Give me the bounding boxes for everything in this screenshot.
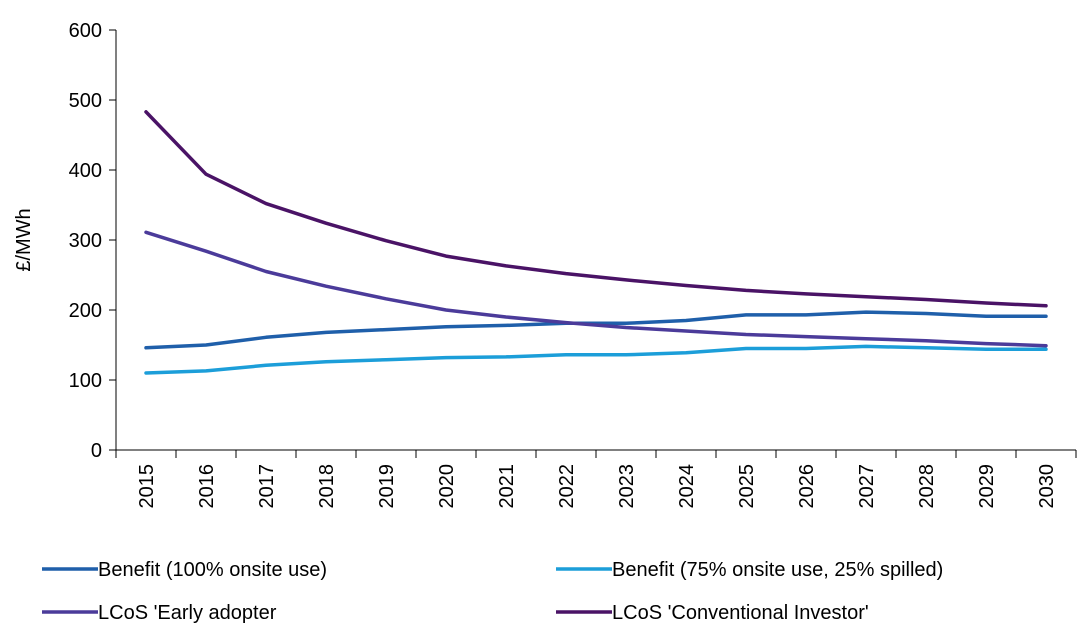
x-tick-label: 2018 bbox=[316, 464, 338, 509]
series-line-4 bbox=[144, 110, 1048, 308]
x-tick-label: 2027 bbox=[856, 464, 878, 509]
y-tick-label: 500 bbox=[69, 90, 102, 112]
legend-label: LCoS 'Conventional Investor' bbox=[612, 602, 869, 624]
legend-item-1: Benefit (100% onsite use) bbox=[42, 559, 327, 581]
y-tick-label: 200 bbox=[69, 300, 102, 322]
legend: Benefit (100% onsite use) Benefit (75% on… bbox=[42, 559, 943, 624]
x-tick-label: 2025 bbox=[736, 464, 758, 509]
x-tick-label: 2030 bbox=[1036, 464, 1058, 509]
legend-label: Benefit (100% onsite use) bbox=[98, 559, 327, 581]
legend-item-4: LCoS 'Conventional Investor' bbox=[556, 602, 869, 624]
legend-label: Benefit (75% onsite use, 25% spilled) bbox=[612, 559, 943, 581]
y-axis-title: £/MWh bbox=[13, 208, 35, 271]
x-tick-label: 2024 bbox=[676, 464, 698, 509]
x-tick-label: 2026 bbox=[796, 464, 818, 509]
series-line-1 bbox=[144, 310, 1048, 350]
y-tick-label: 0 bbox=[91, 440, 102, 462]
x-tick-label: 2020 bbox=[436, 464, 458, 509]
x-tick-label: 2022 bbox=[556, 464, 578, 509]
y-tick-label: 400 bbox=[69, 160, 102, 182]
series-line-3 bbox=[144, 230, 1048, 348]
x-tick-label: 2015 bbox=[136, 464, 158, 509]
series-lines bbox=[144, 110, 1048, 375]
x-tick-label: 2029 bbox=[976, 464, 998, 509]
y-axis-ticks: 0 100 200 300 400 500 600 bbox=[69, 20, 116, 462]
chart-axes bbox=[115, 30, 1076, 451]
y-tick-label: 600 bbox=[69, 20, 102, 42]
x-tick-label: 2028 bbox=[916, 464, 938, 509]
x-tick-label: 2017 bbox=[256, 464, 278, 509]
series-line-2 bbox=[144, 344, 1048, 375]
y-tick-label: 100 bbox=[69, 370, 102, 392]
legend-label: LCoS 'Early adopter bbox=[98, 602, 277, 624]
x-tick-label: 2016 bbox=[196, 464, 218, 509]
legend-item-3: LCoS 'Early adopter bbox=[42, 602, 277, 624]
x-axis-ticks: 2015 2016 2017 2018 2019 2020 2021 2022 2023 2024… bbox=[115, 450, 1077, 509]
x-tick-label: 2023 bbox=[616, 464, 638, 509]
y-tick-label: 300 bbox=[69, 230, 102, 252]
x-tick-label: 2021 bbox=[496, 464, 518, 509]
legend-item-2: Benefit (75% onsite use, 25% spilled) bbox=[556, 559, 943, 581]
x-tick-label: 2019 bbox=[376, 464, 398, 509]
